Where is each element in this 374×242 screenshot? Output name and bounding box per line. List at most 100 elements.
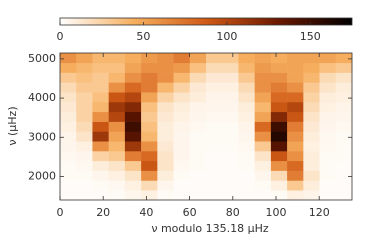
heatmap-cell [108, 121, 126, 132]
heatmap-cell [303, 53, 320, 64]
heatmap-cell [303, 121, 320, 132]
heatmap-cell [92, 82, 109, 93]
heatmap-cell [60, 141, 77, 152]
heatmap-cell [157, 62, 174, 73]
heatmap-cell [319, 141, 337, 152]
heatmap-cell [222, 111, 239, 122]
heatmap-cell [222, 180, 239, 191]
heatmap-cell [287, 53, 304, 64]
heatmap-cell [238, 141, 255, 152]
heatmap-cell [124, 102, 142, 113]
heatmap-cell [303, 131, 320, 142]
x-axis-label: ν modulo 135.18 μHz [151, 222, 269, 235]
heatmap-cell [108, 160, 126, 171]
heatmap-cell [319, 131, 337, 142]
heatmap-cell [287, 121, 304, 132]
heatmap-cell [206, 141, 223, 152]
heatmap-cell [189, 82, 207, 93]
heatmap-cell [108, 82, 126, 93]
heatmap-cell [173, 62, 191, 73]
heatmap-cell [270, 160, 288, 171]
heatmap-cell [189, 62, 207, 73]
heatmap-cell [287, 141, 304, 152]
heatmap-cell [173, 92, 191, 103]
heatmap-cell [335, 190, 353, 201]
heatmap-cell [108, 62, 126, 73]
heatmap-cell [76, 62, 93, 73]
heatmap-cell [141, 141, 158, 152]
heatmap-cell [206, 160, 223, 171]
heatmap-cell [303, 111, 320, 122]
heatmap-cell [287, 111, 304, 122]
heatmap-cell [335, 131, 353, 142]
heatmap-cell [141, 121, 158, 132]
heatmap-cell [254, 62, 272, 73]
heatmap-cell [254, 72, 272, 83]
heatmap-cell [189, 131, 207, 142]
heatmap-cell [270, 82, 288, 93]
x-tick-label: 40 [139, 206, 153, 219]
heatmap-cell [92, 190, 109, 201]
heatmap-cell [60, 82, 77, 93]
heatmap-cell [92, 141, 109, 152]
y-tick-label: 4000 [28, 91, 56, 104]
heatmap-cell [60, 111, 77, 122]
heatmap-cell [287, 72, 304, 83]
heatmap-cell [60, 121, 77, 132]
heatmap-cell [108, 53, 126, 64]
heatmap-cell [189, 190, 207, 201]
heatmap-cell [173, 170, 191, 181]
heatmap-cell [222, 190, 239, 201]
heatmap-cell [189, 111, 207, 122]
heatmap-cell [76, 131, 93, 142]
heatmap-cell [222, 53, 239, 64]
x-tick-label: 20 [96, 206, 110, 219]
heatmap-cell [92, 180, 109, 191]
heatmap-cell [270, 180, 288, 191]
heatmap-cell [141, 102, 158, 113]
heatmap-cell [335, 180, 353, 191]
heatmap-cell [270, 131, 288, 142]
heatmap-cell [335, 72, 353, 83]
heatmap-cell [319, 180, 337, 191]
heatmap-cell [76, 72, 93, 83]
heatmap-cell [76, 92, 93, 103]
heatmap-cell [60, 170, 77, 181]
heatmap-cell [335, 111, 353, 122]
heatmap-cell [206, 53, 223, 64]
heatmap-cell [108, 111, 126, 122]
heatmap-cell [287, 62, 304, 73]
heatmap-cell [157, 92, 174, 103]
heatmap-cell [189, 72, 207, 83]
y-tick-label: 5000 [28, 52, 56, 65]
heatmap-cell [254, 170, 272, 181]
heatmap-cell [206, 170, 223, 181]
heatmap-cell [60, 92, 77, 103]
heatmap-cell [60, 62, 77, 73]
heatmap-cell [92, 160, 109, 171]
heatmap-cell [124, 160, 142, 171]
heatmap-cell [92, 102, 109, 113]
heatmap-cell [319, 151, 337, 162]
heatmap-cell [76, 82, 93, 93]
heatmap-cell [173, 190, 191, 201]
heatmap-cell [141, 53, 158, 64]
heatmap-cell [270, 141, 288, 152]
heatmap-cell [287, 92, 304, 103]
heatmap-cell [124, 141, 142, 152]
heatmap-cell [124, 92, 142, 103]
colorbar-tick-label: 150 [300, 30, 321, 43]
heatmap-cell [173, 53, 191, 64]
heatmap-cell [92, 62, 109, 73]
heatmap-cell [222, 141, 239, 152]
heatmap-cell [92, 72, 109, 83]
heatmap-cell [303, 62, 320, 73]
heatmap-cell [254, 190, 272, 201]
y-axis-label: ν (μHz) [6, 106, 19, 145]
heatmap-cell [319, 72, 337, 83]
heatmap-cell [270, 190, 288, 201]
heatmap-cell [335, 160, 353, 171]
heatmap-cell [108, 151, 126, 162]
heatmap-cell [124, 53, 142, 64]
heatmap-cell [141, 160, 158, 171]
